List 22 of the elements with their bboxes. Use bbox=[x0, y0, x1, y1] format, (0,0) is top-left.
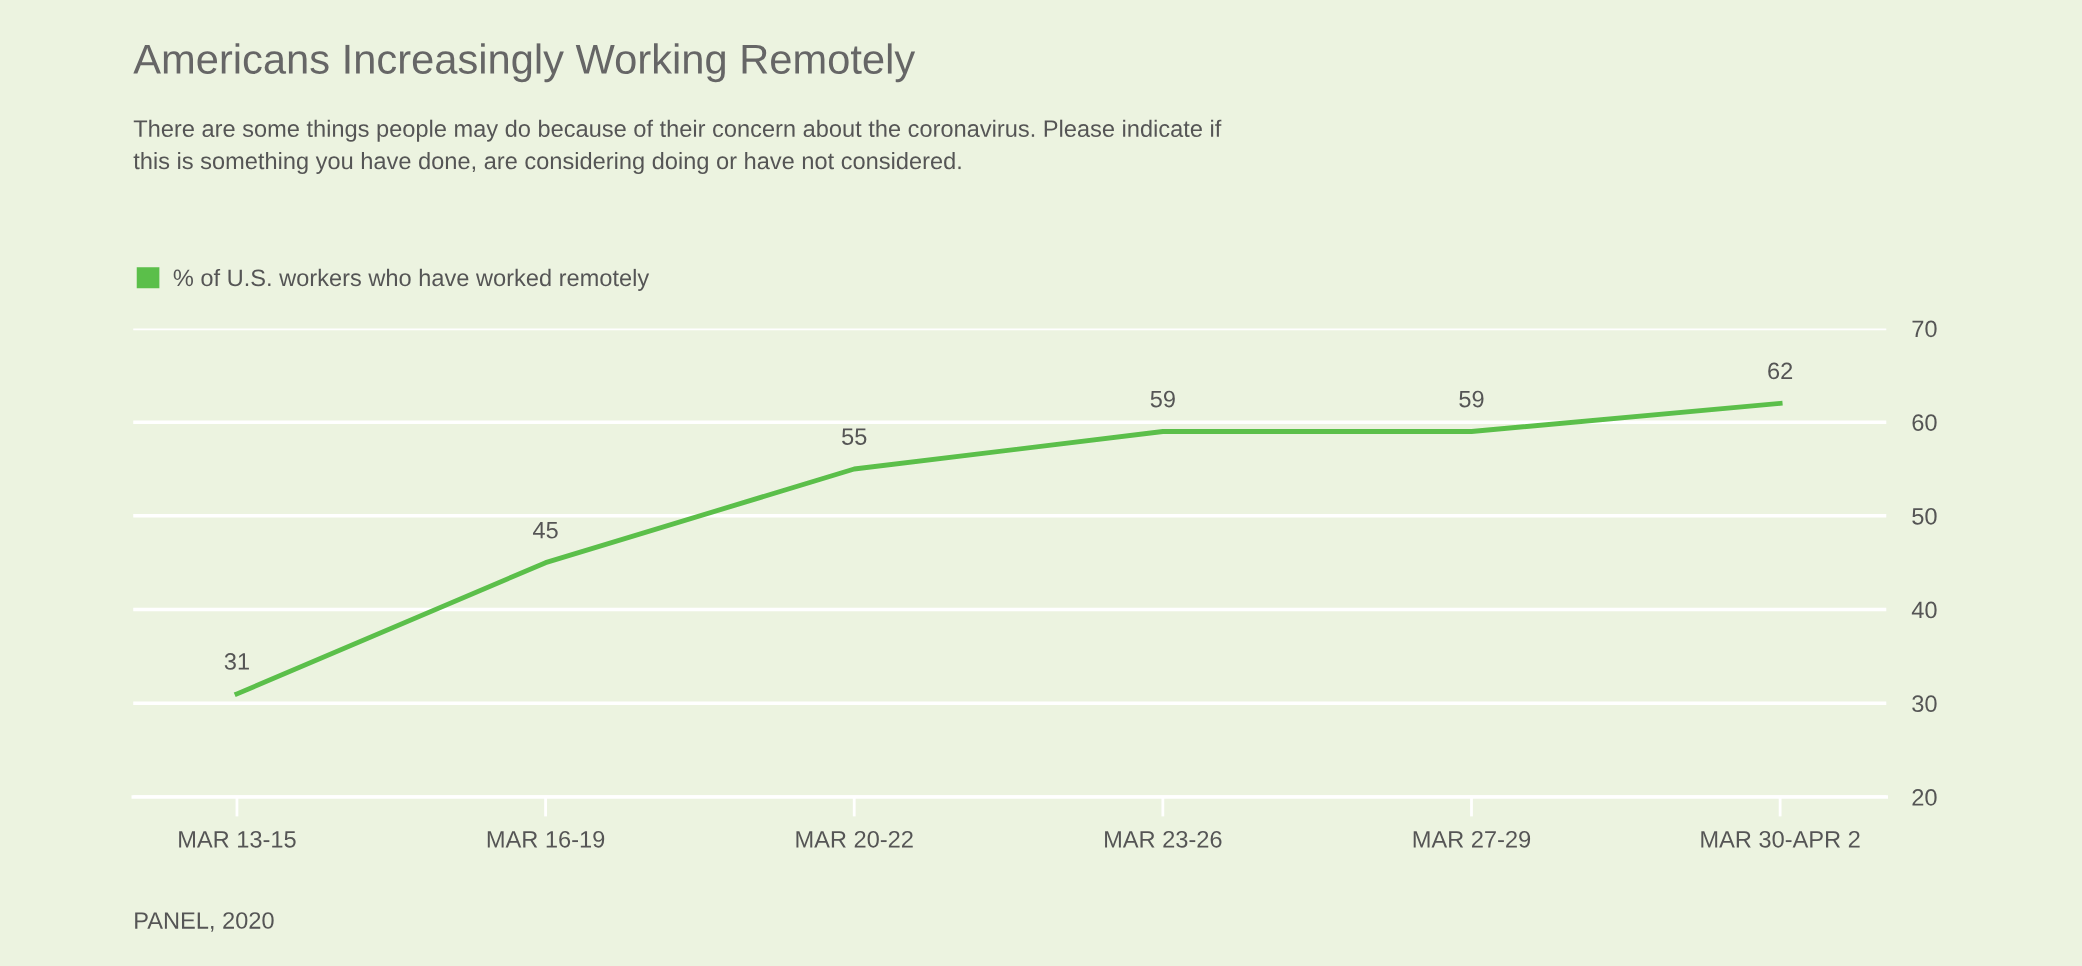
data-label: 31 bbox=[224, 653, 249, 670]
x-tick-label: MAR 16-19 bbox=[487, 830, 605, 848]
x-tick-label: MAR 23-26 bbox=[1105, 830, 1222, 848]
data-label: 59 bbox=[1150, 390, 1175, 408]
x-tick-label: MAR 20-22 bbox=[796, 830, 913, 848]
x-tick-label: MAR 27-29 bbox=[1413, 830, 1531, 848]
data-label: 59 bbox=[1459, 390, 1484, 408]
y-tick-label: 40 bbox=[1911, 601, 1937, 619]
data-label: 55 bbox=[842, 428, 867, 445]
chart-subtitle: There are some things people may do because of their concern about the coronavirus. Please indicate if this is something you have done, are considering doing or have not considered. bbox=[133, 119, 1222, 174]
legend-label: % of U.S. workers who have worked remotely bbox=[173, 268, 650, 291]
y-tick-label: 20 bbox=[1912, 789, 1937, 806]
y-tick-label: 30 bbox=[1912, 695, 1937, 713]
data-label: 62 bbox=[1768, 362, 1793, 380]
y-tick-label: 70 bbox=[1912, 320, 1937, 338]
y-tick-label: 50 bbox=[1912, 507, 1937, 525]
x-tick-label: MAR 30-APR 2 bbox=[1701, 830, 1860, 848]
data-label: 45 bbox=[533, 522, 558, 539]
x-tick-label: MAR 13-15 bbox=[179, 830, 296, 848]
text: PANEL, 2020 bbox=[135, 912, 274, 932]
chart-title: Americans Increasingly Working Remotely bbox=[133, 43, 916, 83]
y-tick-label: 60 bbox=[1912, 414, 1937, 431]
